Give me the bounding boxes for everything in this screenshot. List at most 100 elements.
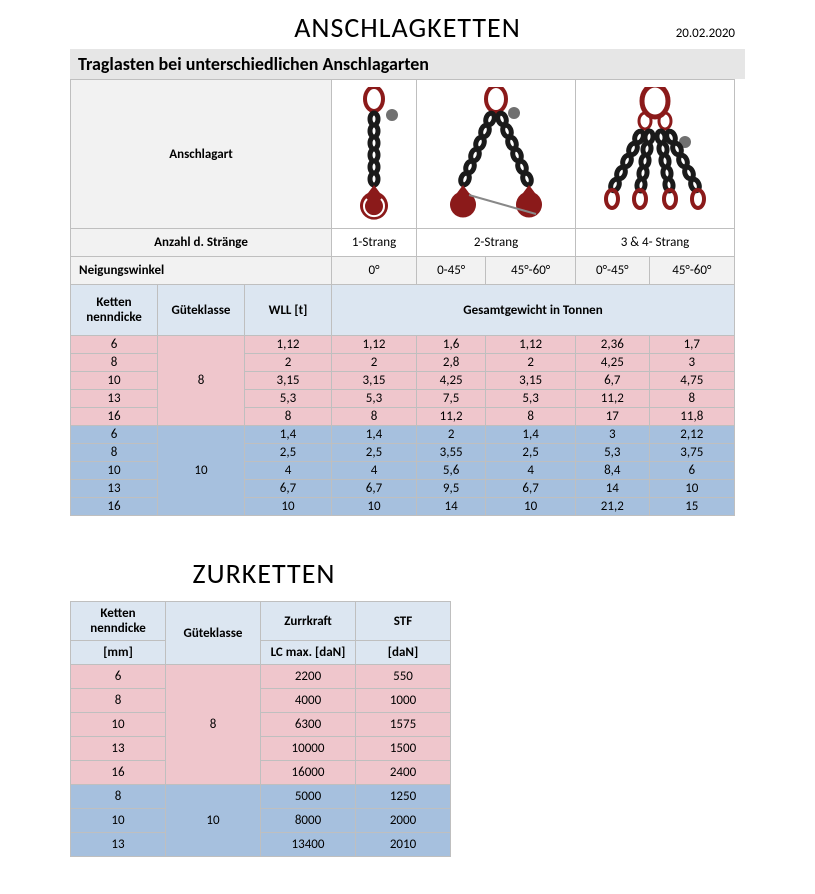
angle-1: 0-45° <box>417 257 486 285</box>
cell-value: 10 <box>649 480 734 498</box>
colheader-row: Ketten nenndicke Güteklasse WLL [t] Gesa… <box>71 285 735 336</box>
cell-ketten: 13 <box>71 737 166 761</box>
cell-value: 1,4 <box>245 426 332 444</box>
cell-guete: 8 <box>158 336 245 426</box>
col-ketten: Ketten nenndicke <box>71 285 158 336</box>
table-row: 682200550 <box>71 665 451 689</box>
table-row: 1063001575 <box>71 713 451 737</box>
cell-value: 3,15 <box>486 372 576 390</box>
cell-value: 6,7 <box>486 480 576 498</box>
table2-body: 6822005508400010001063001575131000015001… <box>71 665 451 857</box>
angle-0: 0° <box>332 257 417 285</box>
cell-value: 4,75 <box>649 372 734 390</box>
cell-lc: 8000 <box>261 809 356 833</box>
col-gesamt: Gesamtgewicht in Tonnen <box>332 285 735 336</box>
t2-hdr2: [mm] LC max. [daN] [daN] <box>71 641 451 665</box>
cell-stf: 1250 <box>356 785 451 809</box>
cell-value: 2 <box>332 354 417 372</box>
cell-stf: 550 <box>356 665 451 689</box>
cell-value: 3,75 <box>649 444 734 462</box>
main-table: Anschlagart <box>70 79 735 516</box>
cell-value: 1,7 <box>649 336 734 354</box>
cell-ketten: 6 <box>71 665 166 689</box>
cell-value: 5,3 <box>576 444 650 462</box>
page-title: ANSCHLAGKETTEN <box>70 10 745 45</box>
cell-value: 8 <box>486 408 576 426</box>
angle-3: 0°-45° <box>576 257 650 285</box>
cell-lc: 2200 <box>261 665 356 689</box>
cell-value: 4 <box>332 462 417 480</box>
t2-ketten: Ketten nenndicke <box>71 602 166 641</box>
cell-value: 2,5 <box>245 444 332 462</box>
table-row: 1080002000 <box>71 809 451 833</box>
cell-value: 11,8 <box>649 408 734 426</box>
cell-value: 14 <box>576 480 650 498</box>
cell-ketten: 6 <box>71 336 158 354</box>
cell-value: 4 <box>245 462 332 480</box>
cell-value: 2,5 <box>332 444 417 462</box>
cell-value: 6,7 <box>332 480 417 498</box>
cell-value: 11,2 <box>417 408 486 426</box>
cell-stf: 1000 <box>356 689 451 713</box>
sling-34strand-icon <box>576 80 735 229</box>
table1-body: 681,121,121,61,122,361,78222,824,253103,… <box>71 336 735 516</box>
cell-value: 2,5 <box>486 444 576 462</box>
table-row: 681,121,121,61,122,361,7 <box>71 336 735 354</box>
cell-value: 11,2 <box>576 390 650 408</box>
cell-value: 6,7 <box>576 372 650 390</box>
angle-2: 45°-60° <box>486 257 576 285</box>
table-row: 81050001250 <box>71 785 451 809</box>
cell-guete: 10 <box>166 785 261 857</box>
cell-value: 6,7 <box>245 480 332 498</box>
title-row: ANSCHLAGKETTEN 20.02.2020 <box>70 10 745 45</box>
cell-lc: 4000 <box>261 689 356 713</box>
cell-value: 10 <box>486 498 576 516</box>
cell-value: 15 <box>649 498 734 516</box>
cell-ketten: 10 <box>71 713 166 737</box>
cell-guete: 10 <box>158 426 245 516</box>
cell-value: 3,15 <box>332 372 417 390</box>
cell-ketten: 10 <box>71 809 166 833</box>
cell-value: 6 <box>649 462 734 480</box>
cell-value: 5,3 <box>486 390 576 408</box>
anschlagart-label: Anschlagart <box>71 80 332 229</box>
strand-34: 3 & 4- Strang <box>576 229 735 257</box>
second-table: Ketten nenndicke Güteklasse Zurrkraft ST… <box>70 601 451 857</box>
angle-label: Neigungswinkel <box>71 257 332 285</box>
cell-ketten: 8 <box>71 785 166 809</box>
cell-value: 5,3 <box>245 390 332 408</box>
cell-value: 1,4 <box>332 426 417 444</box>
cell-lc: 10000 <box>261 737 356 761</box>
cell-ketten: 8 <box>71 689 166 713</box>
cell-value: 3,55 <box>417 444 486 462</box>
cell-value: 21,2 <box>576 498 650 516</box>
cell-stf: 1500 <box>356 737 451 761</box>
cell-ketten: 8 <box>71 354 158 372</box>
sling-2strand-icon <box>417 80 576 229</box>
cell-lc: 13400 <box>261 833 356 857</box>
cell-ketten: 16 <box>71 761 166 785</box>
angle-4: 45°-60° <box>649 257 734 285</box>
cell-value: 5,3 <box>332 390 417 408</box>
cell-value: 8 <box>245 408 332 426</box>
cell-stf: 2400 <box>356 761 451 785</box>
title2: ZURKETTEN <box>70 556 458 591</box>
cell-guete: 8 <box>166 665 261 785</box>
table-row: 6101,41,421,432,12 <box>71 426 735 444</box>
table-row: 16160002400 <box>71 761 451 785</box>
sling-1strand-icon <box>332 80 417 229</box>
t2-dan: [daN] <box>356 641 451 665</box>
strand-count-label: Anzahl d. Stränge <box>71 229 332 257</box>
cell-value: 2,8 <box>417 354 486 372</box>
t2-guete: Güteklasse <box>166 602 261 665</box>
cell-value: 3 <box>576 426 650 444</box>
cell-ketten: 13 <box>71 833 166 857</box>
cell-value: 3 <box>649 354 734 372</box>
col-guete: Güteklasse <box>158 285 245 336</box>
cell-value: 4 <box>486 462 576 480</box>
date: 20.02.2020 <box>676 26 735 41</box>
t2-lc: LC max. [daN] <box>261 641 356 665</box>
cell-value: 1,4 <box>486 426 576 444</box>
cell-value: 14 <box>417 498 486 516</box>
cell-value: 9,5 <box>417 480 486 498</box>
